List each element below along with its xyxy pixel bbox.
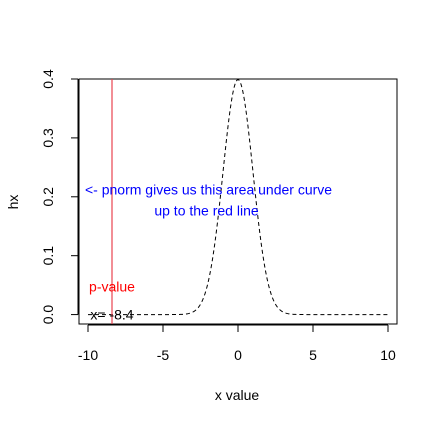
density-curve — [88, 79, 388, 316]
annotation-text: x= -8.4 — [90, 307, 133, 323]
annotation-text: p-value — [89, 278, 135, 294]
y-tick-label: 0.4 — [40, 69, 56, 89]
x-axis: -10 -5 0 5 10 — [78, 324, 396, 363]
x-tick-label: 0 — [234, 347, 242, 363]
y-axis-label: hx — [5, 195, 21, 210]
annotation-text: up to the red line — [154, 202, 259, 218]
annotation-text: <- pnorm gives us this area under curve — [85, 182, 332, 198]
plot-frame — [78, 78, 398, 325]
y-tick-label: 0.0 — [40, 305, 56, 325]
y-tick-label: 0.2 — [40, 187, 56, 207]
x-tick-label: -5 — [157, 347, 170, 363]
x-tick-label: 10 — [380, 347, 396, 363]
x-tick-label: 5 — [309, 347, 317, 363]
y-tick-label: 0.1 — [40, 246, 56, 266]
annotations: <- pnorm gives us this area under curve u… — [85, 182, 332, 323]
y-axis: 0.0 0.1 0.2 0.3 0.4 — [40, 69, 79, 325]
x-tick-label: -10 — [78, 347, 98, 363]
y-tick-label: 0.3 — [40, 128, 56, 148]
x-axis-label: x value — [215, 387, 260, 403]
